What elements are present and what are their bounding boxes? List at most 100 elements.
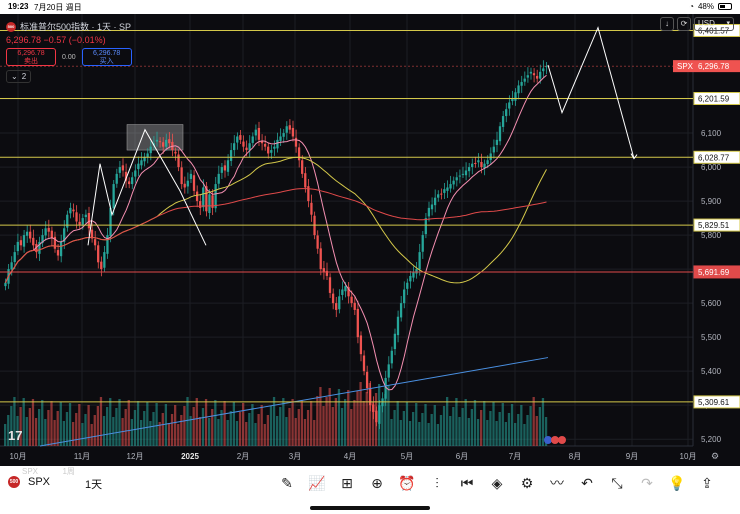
alert-clock-icon[interactable]: ⏰	[398, 475, 416, 491]
undo-icon[interactable]: ↶	[581, 475, 593, 491]
candle-body	[273, 146, 276, 149]
level-label-box	[693, 150, 740, 164]
volume-bar	[242, 403, 245, 446]
candle-body	[177, 154, 180, 168]
volume-bar	[257, 414, 260, 446]
volume-bar	[421, 413, 424, 446]
download-icon[interactable]: ↓	[660, 17, 674, 31]
chart-title[interactable]: 标准普尔500指数 · 1天 · SP	[20, 22, 132, 32]
share-icon[interactable]: ⇪	[701, 475, 713, 491]
volume-bar	[514, 423, 517, 446]
brush-icon[interactable]: ✎	[281, 475, 293, 491]
volume-bar	[480, 410, 483, 446]
event-flag-marker	[558, 436, 566, 444]
volume-bar	[47, 410, 50, 446]
candle-body	[353, 302, 356, 310]
x-tick-label: 12月	[127, 452, 144, 461]
volume-bar	[387, 385, 390, 446]
volume-bar	[232, 402, 236, 446]
redo-icon[interactable]: ↷	[641, 475, 653, 491]
candle-body	[412, 272, 415, 278]
candle-body	[449, 184, 452, 189]
currency-select[interactable]: USD	[694, 17, 734, 31]
candle-body	[409, 275, 412, 282]
ghost-symbol: SPX 1周	[22, 467, 75, 476]
candle-body	[53, 236, 57, 249]
candle-body	[103, 252, 106, 268]
symbol-logo: 500	[6, 21, 16, 32]
chart-legend: 500 标准普尔500指数 · 1天 · SP 6,296.78 −0.57 (…	[6, 20, 132, 83]
volume-bar	[461, 408, 464, 446]
price-chart[interactable]: 5,2005,3005,4005,5005,6005,7005,8005,900…	[0, 14, 740, 466]
candle-body	[121, 165, 125, 171]
volume-bar	[322, 406, 325, 446]
x-tick-label: 10月	[10, 452, 27, 461]
indicators-icon[interactable]: ⫶	[435, 475, 439, 491]
candle-body	[393, 333, 397, 350]
volume-bar	[486, 420, 489, 446]
settings-sliders-icon[interactable]: ⚙	[520, 475, 534, 491]
level-label-box	[693, 91, 740, 105]
volume-bar	[53, 420, 56, 446]
indicators-toggle[interactable]: ⌄ 2	[6, 70, 32, 83]
layout-grid-icon[interactable]: ⊞	[341, 475, 353, 491]
candle-body	[288, 125, 291, 130]
volume-bar	[226, 420, 229, 446]
volume-bar	[279, 407, 282, 446]
candle-body	[498, 126, 502, 142]
chart-area[interactable]: 5,2005,3005,4005,5005,6005,7005,8005,900…	[0, 14, 740, 466]
idea-icon[interactable]: 💡	[668, 475, 686, 491]
candle-body	[384, 377, 387, 399]
candle-body	[511, 99, 514, 102]
clock: 19:23	[8, 2, 29, 11]
volume-bar	[402, 411, 406, 446]
refresh-icon[interactable]: ⟳	[677, 17, 691, 31]
x-tick-label: 4月	[344, 452, 356, 461]
volume-bar	[353, 400, 356, 446]
volume-bar	[337, 389, 341, 446]
layers-icon[interactable]: ◈	[491, 475, 503, 491]
volume-bar	[356, 391, 359, 446]
ma-long-line	[5, 188, 547, 283]
volume-bar	[65, 412, 69, 446]
y-tick-label: 6,000	[701, 163, 722, 172]
volume-bar	[214, 400, 217, 446]
candle-body	[529, 71, 533, 74]
compare-icon[interactable]: 〰	[550, 475, 564, 491]
candle-body	[517, 85, 520, 94]
level-label: 5,691.69	[698, 268, 730, 277]
volume-bar	[458, 417, 461, 446]
y-tick-label: 5,600	[701, 299, 722, 308]
volume-bar	[127, 400, 130, 446]
volume-bar	[310, 401, 313, 446]
candle-body	[319, 248, 322, 270]
candle-body	[437, 194, 440, 198]
candle-body	[165, 139, 168, 147]
collapse-icon[interactable]: ⤡	[611, 475, 623, 491]
symbol-selector[interactable]: 500 SPX	[8, 476, 50, 488]
volume-bar	[393, 410, 396, 446]
candle-body	[458, 175, 461, 177]
replay-icon[interactable]: ⏮	[460, 475, 474, 491]
chart-type-icon[interactable]: 📈	[308, 475, 326, 491]
candle-body	[310, 202, 313, 215]
candle-body	[174, 151, 177, 154]
candle-body	[505, 109, 508, 117]
level-label-box	[693, 265, 740, 279]
x-tick-label: 2025	[181, 452, 199, 461]
volume-bar	[470, 409, 474, 446]
add-icon[interactable]: ⊕	[371, 475, 383, 491]
volume-bar	[78, 404, 81, 446]
candle-body	[75, 212, 78, 222]
volume-bar	[266, 415, 270, 446]
candle-body	[501, 116, 505, 127]
volume-bar	[368, 383, 372, 446]
sell-button[interactable]: 6,296.78 卖出	[6, 48, 56, 66]
volume-bar	[449, 416, 452, 446]
buy-button[interactable]: 6,296.78 买入	[81, 48, 132, 66]
volume-bar	[133, 410, 137, 446]
volume-bar	[220, 410, 223, 446]
interval-selector[interactable]: 1天	[85, 479, 103, 491]
candle-body	[375, 410, 378, 423]
candle-body	[109, 207, 112, 237]
